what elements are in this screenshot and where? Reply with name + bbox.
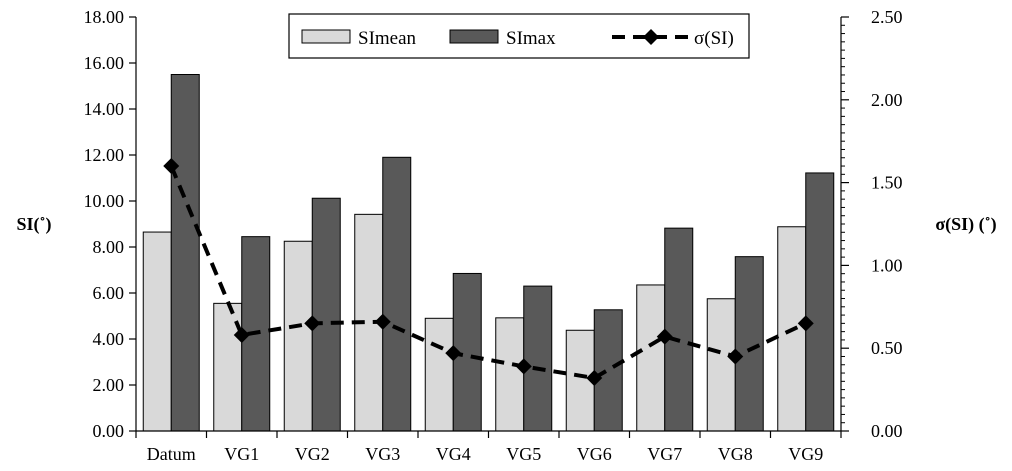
right-tick-label: 2.50 (871, 7, 903, 27)
bar-simean-vg7 (636, 284, 666, 432)
left-tick-label: 0.00 (93, 421, 125, 441)
right-axis-title: σ(SI) (˚) (935, 214, 996, 235)
marker-sigma-si-vg9 (797, 315, 814, 332)
left-tick-label: 16.00 (84, 53, 125, 73)
right-tick-label: 0.50 (871, 338, 903, 358)
left-tick-label: 12.00 (84, 145, 125, 165)
bar-simax-vg2 (311, 197, 341, 432)
bar-simax-vg5 (523, 285, 553, 432)
bar-simean-vg5 (495, 317, 525, 432)
marker-sigma-si-vg7 (656, 328, 673, 345)
bar-simean-datum (142, 231, 172, 432)
x-tick-label-datum: Datum (147, 444, 196, 464)
left-tick-label: 18.00 (84, 7, 125, 27)
left-tick-label: 6.00 (93, 283, 125, 303)
right-tick-label: 2.00 (871, 90, 903, 110)
x-tick-label-vg6: VG6 (577, 444, 612, 464)
right-tick-label: 1.50 (871, 173, 903, 193)
x-tick-label-vg1: VG1 (224, 444, 259, 464)
marker-sigma-si-vg6 (586, 370, 603, 387)
x-tick-label-vg3: VG3 (365, 444, 400, 464)
marker-sigma-si-vg4 (445, 345, 462, 362)
left-axis-title: SI(˚) (17, 214, 52, 235)
marker-sigma-si-datum (163, 158, 180, 175)
bar-simax-vg3 (382, 156, 412, 432)
x-tick-label-vg5: VG5 (506, 444, 541, 464)
x-tick-label-vg7: VG7 (647, 444, 682, 464)
left-tick-label: 4.00 (93, 329, 125, 349)
x-tick-label-vg2: VG2 (295, 444, 330, 464)
left-tick-label: 2.00 (93, 375, 125, 395)
legend-swatch-simax (449, 29, 499, 44)
legend-label-simean: SImean (358, 28, 417, 49)
legend-marker-sigma (643, 29, 659, 45)
legend-box (288, 13, 750, 59)
marker-sigma-si-vg3 (374, 313, 391, 330)
marker-sigma-si-vg2 (304, 315, 321, 332)
legend: SImean SImax σ(SI) (288, 13, 750, 59)
bar-simax-vg9 (805, 172, 835, 432)
x-tick-label-vg8: VG8 (718, 444, 753, 464)
marker-sigma-si-vg8 (727, 348, 744, 365)
bar-simax-vg8 (734, 256, 764, 432)
legend-label-sigma: σ(SI) (694, 28, 734, 49)
bar-simax-vg7 (664, 227, 694, 432)
left-tick-label: 10.00 (84, 191, 125, 211)
bar-simax-datum (170, 74, 200, 432)
bar-simean-vg8 (706, 298, 736, 432)
plot-area: 0.00 2.00 4.00 6.00 8.00 10.00 12.00 14.00 16.00… (84, 7, 903, 464)
x-tick-label-vg4: VG4 (436, 444, 471, 464)
legend-label-simax: SImax (506, 28, 556, 49)
x-tick-label-vg9: VG9 (788, 444, 823, 464)
right-tick-label: 0.00 (871, 421, 903, 441)
bar-simean-vg2 (283, 240, 313, 432)
bar-simax-vg6 (593, 309, 623, 432)
left-tick-label: 14.00 (84, 99, 125, 119)
left-tick-label: 8.00 (93, 237, 125, 257)
bar-simean-vg4 (424, 317, 454, 432)
marker-sigma-si-vg1 (233, 326, 250, 343)
right-tick-label: 1.00 (871, 255, 903, 275)
marker-sigma-si-vg5 (515, 358, 532, 375)
legend-swatch-simean (301, 29, 351, 44)
line-sigma-si (169, 165, 807, 381)
